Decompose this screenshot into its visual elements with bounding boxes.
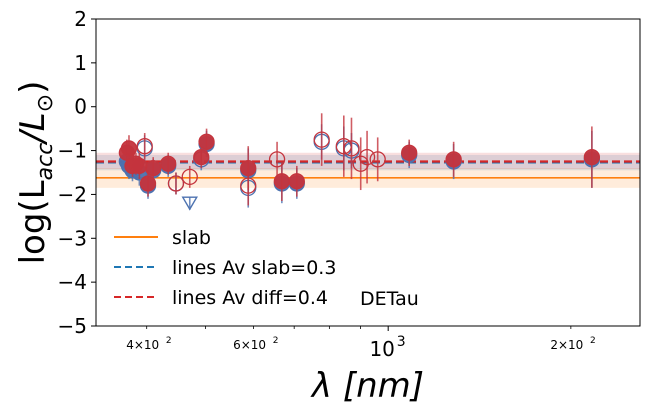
data-point: [160, 155, 177, 172]
x-axis: 10 3 4×10 2 6×10 2 2×10 2: [126, 326, 596, 361]
x-tick-label: 6×10: [233, 338, 266, 352]
data-points: [118, 113, 601, 211]
legend-label-0: slab: [172, 227, 211, 249]
data-point: [198, 133, 215, 150]
data-point: [181, 196, 198, 211]
data-point: [583, 148, 601, 166]
annotation-detau: DETau: [360, 288, 419, 310]
y-axis: 2 1 0 −1 −2 −3 −4 −5: [58, 7, 96, 338]
x-tick-exponent: 3: [397, 334, 406, 350]
legend-label-2: lines Av diff=0.4: [172, 287, 328, 309]
data-point: [136, 138, 153, 155]
data-point: [131, 157, 148, 175]
y-tick-label: 0: [74, 95, 87, 119]
data-point: [145, 159, 162, 177]
y-tick-label: −4: [58, 270, 87, 294]
data-point: [445, 151, 462, 168]
data-point: [240, 177, 257, 194]
y-tick-label: −3: [58, 226, 87, 250]
x-axis-title: λ [nm]: [310, 366, 424, 406]
data-point: [401, 144, 418, 161]
data-point: [288, 173, 305, 190]
data-point: [313, 131, 330, 148]
y-tick-label: −5: [58, 314, 87, 338]
data-point: [273, 173, 290, 190]
y-tick-label: −2: [58, 182, 87, 206]
y-tick-label: 1: [74, 51, 87, 75]
data-point: [181, 168, 198, 186]
data-point: [139, 175, 157, 192]
x-tick-exponent: 2: [273, 336, 279, 346]
data-point: [120, 140, 138, 157]
legend-label-1: lines Av slab=0.3: [172, 257, 336, 279]
data-point: [343, 140, 360, 157]
plot-frame: [95, 18, 641, 327]
y-axis-title: log(Lacc/L⊙): [13, 81, 58, 265]
legend: slab lines Av slab=0.3 lines Av diff=0.4: [114, 227, 336, 309]
data-point: [268, 151, 286, 168]
y-tick-label: 2: [74, 7, 87, 31]
x-tick-label: 10: [369, 337, 394, 361]
data-point: [352, 155, 369, 172]
data-point: [369, 151, 386, 168]
x-tick-exponent: 2: [166, 336, 172, 346]
x-tick-exponent: 2: [590, 336, 596, 346]
x-tick-label: 4×10: [126, 338, 159, 352]
y-tick-label: −1: [58, 139, 87, 163]
data-point: [167, 175, 185, 192]
uncertainty-bands: [96, 152, 640, 188]
data-point: [358, 148, 376, 166]
data-point: [193, 148, 210, 166]
x-tick-label: 2×10: [550, 338, 583, 352]
